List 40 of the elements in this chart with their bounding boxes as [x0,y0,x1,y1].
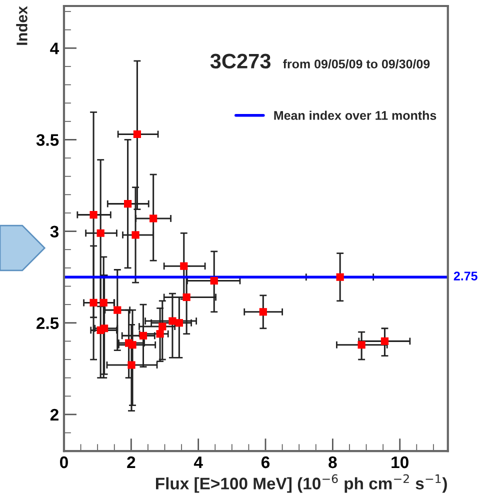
point [90,298,98,307]
point [158,322,166,330]
y-tick-label: 4 [50,42,60,54]
text: from 09/05/09 to 09/30/09 [283,59,430,69]
point [100,298,108,307]
y-axis-title: Index [16,6,28,45]
x-tick-label: 2 [127,456,136,468]
point [128,341,136,349]
point [124,200,132,208]
point [133,130,142,138]
point [380,337,389,345]
point [259,308,267,316]
x-tick-label: 8 [328,456,337,468]
point [358,341,366,349]
y-tick-label: 3 [50,226,59,238]
y-tick-label: 2.5 [36,317,59,330]
point [182,293,190,302]
point [96,229,104,237]
point [336,273,344,281]
legend-label: Mean index over 11 months [274,110,436,120]
point [175,319,183,327]
point [132,231,140,239]
point [114,306,122,314]
point [168,317,176,325]
annotation: 2.75 [454,272,478,280]
point [90,211,98,219]
point [128,361,136,369]
x-tick-label: 10 [392,456,408,468]
x-tick-label: 6 [261,456,270,468]
y-tick-label: 2 [50,408,58,420]
x-tick-label: 4 [194,456,203,468]
x-axis-title: Flux [E>100 MeV] (10$^{−6}$ ph cm$^{−2}$ s$^{−1}$) [156,474,447,493]
text: 3C273 [210,54,271,69]
point [100,324,108,332]
point [150,214,158,222]
point [180,262,188,270]
point [156,330,164,338]
x-tick-label: 0 [60,456,68,468]
point [210,276,218,285]
y-tick-label: 3.5 [36,134,59,146]
